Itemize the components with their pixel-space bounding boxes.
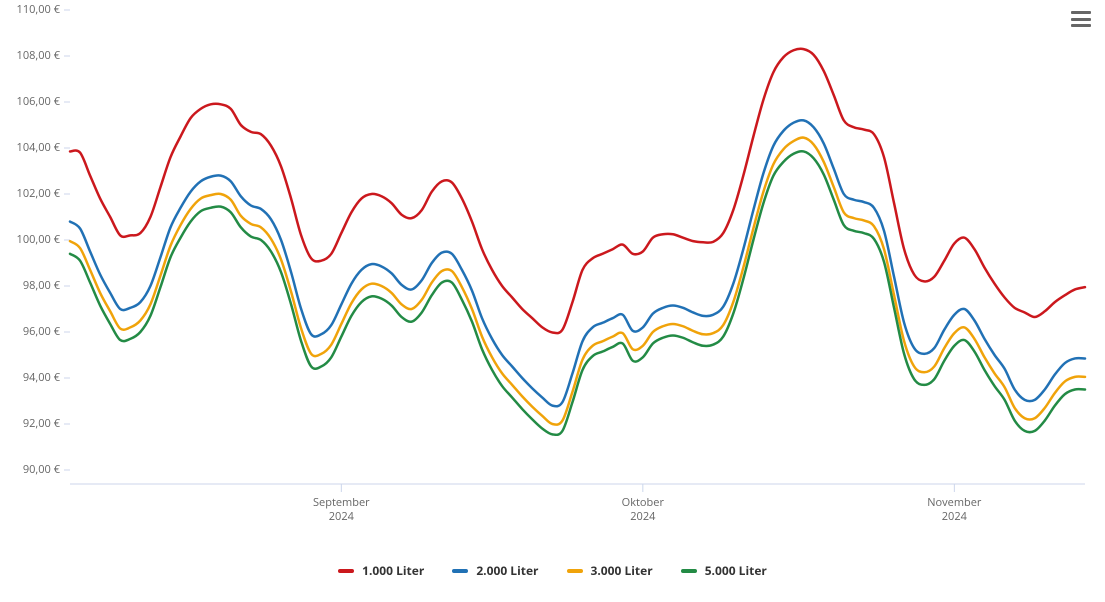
xtick-label-year: 2024: [329, 509, 355, 524]
xtick-label-year: 2024: [942, 509, 968, 524]
ytick-label: 90,00 €: [23, 462, 61, 477]
ytick-label: 102,00 €: [17, 186, 61, 201]
ytick-label: 96,00 €: [23, 324, 61, 339]
legend-swatch: [681, 569, 697, 573]
xtick-label-month: November: [927, 495, 982, 510]
legend-label: 2.000 Liter: [476, 562, 538, 579]
xtick-label-month: September: [313, 495, 370, 510]
xtick-label-month: Oktober: [622, 495, 665, 510]
series-line-1[interactable]: [70, 120, 1085, 406]
ytick-label: 106,00 €: [17, 94, 61, 109]
series-line-0[interactable]: [70, 49, 1085, 333]
legend-label: 3.000 Liter: [591, 562, 653, 579]
legend-item-3[interactable]: 5.000 Liter: [681, 562, 767, 579]
ytick-label: 110,00 €: [17, 2, 61, 17]
legend-label: 1.000 Liter: [362, 562, 424, 579]
legend-item-0[interactable]: 1.000 Liter: [338, 562, 424, 579]
legend-label: 5.000 Liter: [705, 562, 767, 579]
legend-item-2[interactable]: 3.000 Liter: [567, 562, 653, 579]
ytick-label: 100,00 €: [17, 232, 61, 247]
xtick-label-year: 2024: [630, 509, 656, 524]
legend-swatch: [452, 569, 468, 573]
ytick-label: 94,00 €: [23, 370, 61, 385]
legend-item-1[interactable]: 2.000 Liter: [452, 562, 538, 579]
chart-menu-button[interactable]: [1069, 8, 1093, 30]
ytick-label: 104,00 €: [17, 140, 61, 155]
legend: 1.000 Liter 2.000 Liter 3.000 Liter 5.000 L…: [0, 562, 1105, 579]
ytick-label: 108,00 €: [17, 48, 61, 63]
legend-swatch: [338, 569, 354, 573]
legend-swatch: [567, 569, 583, 573]
line-chart: 90,00 € 92,00 € 94,00 € 96,00 € 98,00 € 100,0…: [0, 0, 1105, 556]
ytick-label: 98,00 €: [23, 278, 61, 293]
ytick-label: 92,00 €: [23, 416, 61, 431]
